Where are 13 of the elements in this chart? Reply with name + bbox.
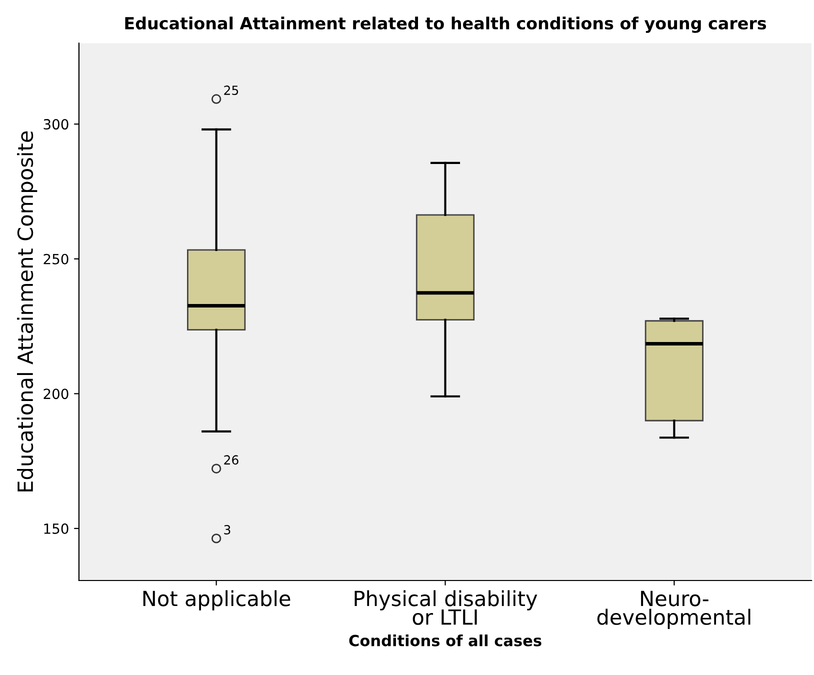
annotation: 3 (224, 525, 230, 534)
y-axis-title: Educational Attainment Composite (17, 131, 38, 492)
annotation: 25 (224, 86, 238, 96)
x-axis-title: Conditions of all cases (349, 634, 542, 646)
y-tick-label: 250 (44, 254, 68, 264)
y-tick-label: 200 (44, 388, 68, 400)
chart-title: Educational Attainment related to health conditions of young carers (125, 16, 766, 33)
annotation: 26 (224, 455, 238, 465)
x-tick-label: Not applicable (143, 590, 290, 610)
y-tick-label: 300 (44, 119, 68, 130)
y-tick-label: 150 (44, 523, 68, 534)
x-tick-label: Neuro- developmental (597, 590, 750, 629)
x-tick-label: Physical disability or LTLI (354, 590, 538, 625)
